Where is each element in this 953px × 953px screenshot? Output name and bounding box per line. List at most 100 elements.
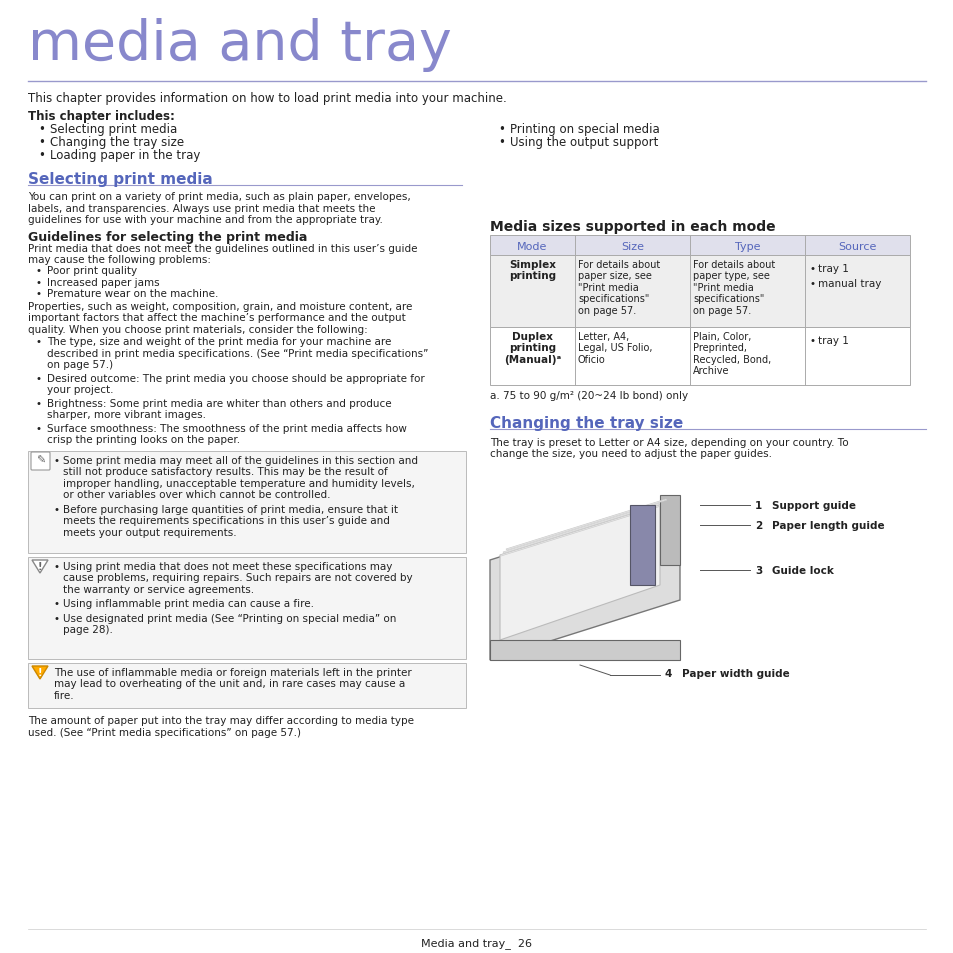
Polygon shape: [499, 505, 660, 557]
Text: media and tray: media and tray: [28, 18, 452, 71]
FancyBboxPatch shape: [490, 235, 909, 255]
Text: Type: Type: [734, 242, 760, 252]
FancyBboxPatch shape: [659, 496, 679, 565]
Text: Printing on special media: Printing on special media: [510, 123, 659, 136]
Text: Use designated print media (See “Printing on special media” on: Use designated print media (See “Printin…: [63, 614, 395, 623]
Text: Oficio: Oficio: [578, 355, 605, 365]
Text: 4: 4: [664, 668, 672, 679]
Text: paper type, see: paper type, see: [692, 272, 769, 281]
Text: •: •: [36, 337, 42, 347]
Text: (Manual)ᵃ: (Manual)ᵃ: [503, 355, 560, 365]
Text: tray 1: tray 1: [817, 335, 848, 346]
FancyBboxPatch shape: [28, 558, 465, 659]
Text: 1: 1: [754, 500, 761, 511]
Polygon shape: [32, 666, 48, 679]
Text: printing: printing: [508, 343, 556, 354]
Text: may lead to overheating of the unit and, in rare cases may cause a: may lead to overheating of the unit and,…: [54, 679, 405, 689]
Text: For details about: For details about: [578, 260, 659, 270]
Text: on page 57.: on page 57.: [692, 306, 750, 315]
Text: •: •: [497, 136, 504, 149]
Text: •: •: [36, 398, 42, 409]
Text: Paper length guide: Paper length guide: [771, 520, 883, 531]
Text: •: •: [54, 561, 60, 572]
Text: For details about: For details about: [692, 260, 775, 270]
Text: •: •: [54, 598, 60, 609]
Text: may cause the following problems:: may cause the following problems:: [28, 254, 211, 265]
Text: Changing the tray size: Changing the tray size: [50, 136, 184, 149]
Text: •: •: [36, 374, 42, 384]
FancyBboxPatch shape: [490, 640, 679, 660]
Text: guidelines for use with your machine and from the appropriate tray.: guidelines for use with your machine and…: [28, 214, 382, 225]
Text: Legal, US Folio,: Legal, US Folio,: [578, 343, 652, 354]
Text: •: •: [38, 149, 45, 162]
Text: Duplex: Duplex: [512, 332, 553, 341]
Text: •: •: [36, 277, 42, 288]
Text: quality. When you choose print materials, consider the following:: quality. When you choose print materials…: [28, 325, 367, 335]
Text: This chapter includes:: This chapter includes:: [28, 110, 174, 123]
Text: Surface smoothness: The smoothness of the print media affects how: Surface smoothness: The smoothness of th…: [47, 423, 406, 434]
Text: ✎: ✎: [36, 456, 45, 465]
Text: manual tray: manual tray: [817, 278, 881, 289]
Text: Loading paper in the tray: Loading paper in the tray: [50, 149, 200, 162]
Text: tray 1: tray 1: [817, 264, 848, 274]
Text: Guidelines for selecting the print media: Guidelines for selecting the print media: [28, 231, 307, 243]
Text: the warranty or service agreements.: the warranty or service agreements.: [63, 584, 253, 595]
FancyBboxPatch shape: [490, 328, 909, 386]
Text: You can print on a variety of print media, such as plain paper, envelopes,: You can print on a variety of print medi…: [28, 192, 411, 202]
Text: •: •: [36, 423, 42, 434]
Polygon shape: [32, 560, 48, 574]
Text: specifications": specifications": [578, 294, 649, 304]
Text: •: •: [54, 456, 60, 465]
Text: •: •: [38, 136, 45, 149]
Text: Media sizes supported in each mode: Media sizes supported in each mode: [490, 220, 775, 233]
Text: Paper width guide: Paper width guide: [681, 668, 789, 679]
Text: Some print media may meet all of the guidelines in this section and: Some print media may meet all of the gui…: [63, 456, 417, 465]
Text: Plain, Color,: Plain, Color,: [692, 332, 751, 341]
FancyBboxPatch shape: [629, 505, 655, 585]
Text: on page 57.: on page 57.: [578, 306, 636, 315]
Text: !: !: [38, 667, 42, 678]
Text: Letter, A4,: Letter, A4,: [578, 332, 629, 341]
Text: change the size, you need to adjust the paper guides.: change the size, you need to adjust the …: [490, 449, 771, 459]
Text: your project.: your project.: [47, 385, 113, 395]
Text: Desired outcome: The print media you choose should be appropriate for: Desired outcome: The print media you cho…: [47, 374, 424, 384]
Text: described in print media specifications. (See “Print media specifications”: described in print media specifications.…: [47, 349, 428, 358]
Text: "Print media: "Print media: [578, 283, 639, 293]
Text: Recycled, Bond,: Recycled, Bond,: [692, 355, 770, 365]
Text: Mode: Mode: [517, 242, 547, 252]
Text: Poor print quality: Poor print quality: [47, 266, 137, 276]
Text: Before purchasing large quantities of print media, ensure that it: Before purchasing large quantities of pr…: [63, 504, 397, 515]
Text: page 28).: page 28).: [63, 625, 112, 635]
Text: Changing the tray size: Changing the tray size: [490, 416, 682, 431]
Text: crisp the printing looks on the paper.: crisp the printing looks on the paper.: [47, 435, 240, 445]
Text: •: •: [54, 504, 60, 515]
Polygon shape: [499, 505, 659, 640]
Text: This chapter provides information on how to load print media into your machine.: This chapter provides information on how…: [28, 91, 506, 105]
Text: Properties, such as weight, composition, grain, and moisture content, are: Properties, such as weight, composition,…: [28, 302, 412, 312]
Text: Selecting print media: Selecting print media: [28, 172, 213, 187]
Text: printing: printing: [508, 272, 556, 281]
Polygon shape: [505, 499, 666, 551]
Text: Increased paper jams: Increased paper jams: [47, 277, 159, 288]
Text: Print media that does not meet the guidelines outlined in this user’s guide: Print media that does not meet the guide…: [28, 243, 417, 253]
Text: labels, and transparencies. Always use print media that meets the: labels, and transparencies. Always use p…: [28, 203, 375, 213]
Text: 3: 3: [754, 565, 761, 576]
Text: Premature wear on the machine.: Premature wear on the machine.: [47, 289, 218, 299]
Text: Using inflammable print media can cause a fire.: Using inflammable print media can cause …: [63, 598, 314, 609]
Text: •: •: [497, 123, 504, 136]
FancyBboxPatch shape: [28, 452, 465, 554]
Text: cause problems, requiring repairs. Such repairs are not covered by: cause problems, requiring repairs. Such …: [63, 573, 413, 583]
Text: •: •: [38, 123, 45, 136]
Text: The type, size and weight of the print media for your machine are: The type, size and weight of the print m…: [47, 337, 391, 347]
Text: improper handling, unacceptable temperature and humidity levels,: improper handling, unacceptable temperat…: [63, 478, 415, 489]
Text: •: •: [36, 289, 42, 299]
Text: Support guide: Support guide: [771, 500, 855, 511]
Text: •: •: [809, 264, 815, 274]
Text: fire.: fire.: [54, 690, 74, 700]
Text: Selecting print media: Selecting print media: [50, 123, 177, 136]
FancyBboxPatch shape: [28, 663, 465, 708]
Text: Guide lock: Guide lock: [771, 565, 833, 576]
Text: •: •: [809, 278, 815, 289]
Text: specifications": specifications": [692, 294, 763, 304]
Text: •: •: [809, 335, 815, 346]
